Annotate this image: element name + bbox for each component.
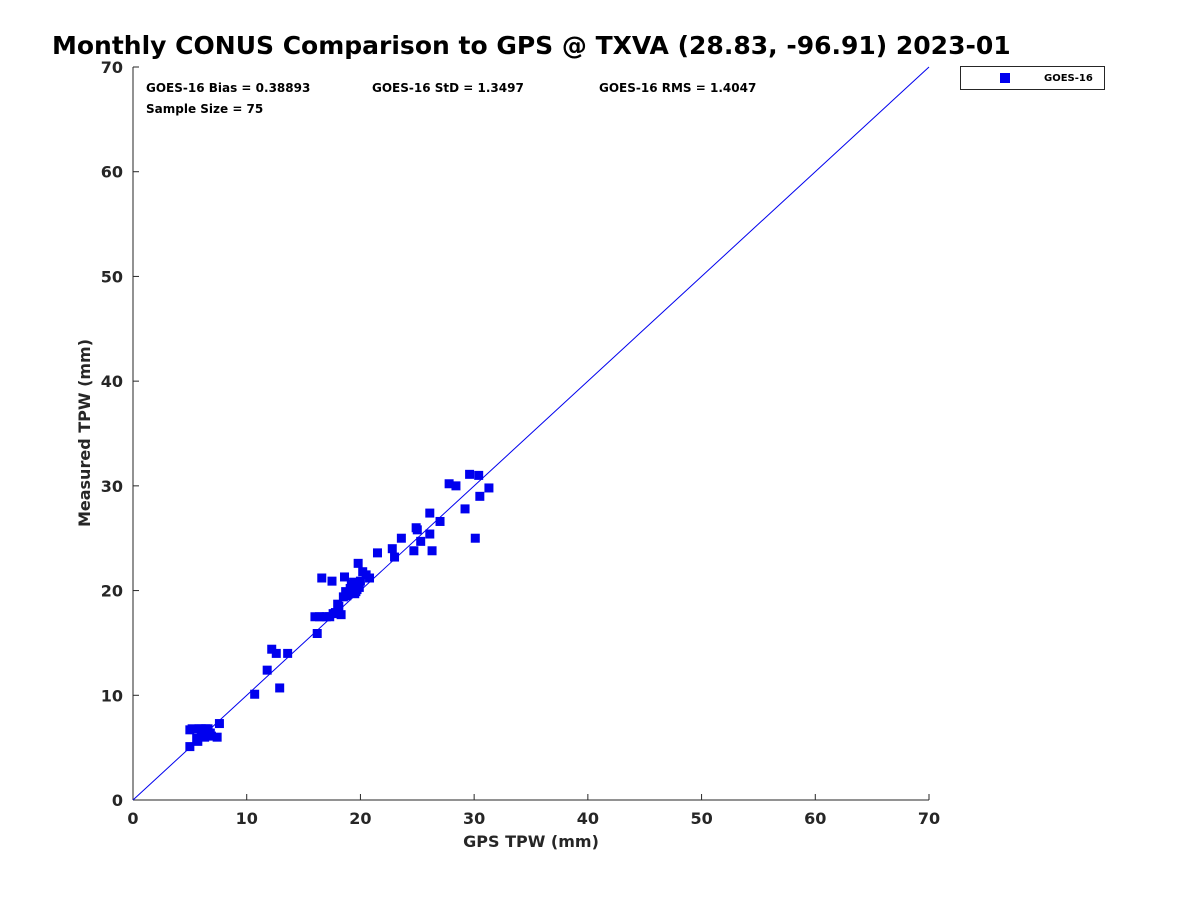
data-point xyxy=(336,610,346,620)
data-point xyxy=(317,573,327,583)
data-point xyxy=(470,533,480,543)
data-point xyxy=(425,529,435,539)
data-point xyxy=(435,516,445,526)
x-axis-ticks: 0 10 20 30 40 50 60 70 xyxy=(127,794,940,828)
x-tick-label: 60 xyxy=(804,809,826,828)
x-axis-label: GPS TPW (mm) xyxy=(463,832,599,851)
legend: GOES-16 xyxy=(960,66,1105,90)
data-point xyxy=(409,546,419,556)
plot-area xyxy=(132,67,929,801)
data-point xyxy=(340,572,350,582)
data-point xyxy=(271,648,281,658)
legend-label-goes-16: GOES-16 xyxy=(1044,73,1093,84)
y-tick-label: 40 xyxy=(101,372,123,391)
y-tick-label: 30 xyxy=(101,477,123,496)
data-point xyxy=(354,582,364,592)
data-point xyxy=(193,736,203,746)
data-point xyxy=(185,742,195,752)
legend-marker-goes-16 xyxy=(1000,73,1010,83)
sample-size-stat: Sample Size = 75 xyxy=(146,102,263,116)
data-point xyxy=(353,558,363,568)
data-point xyxy=(484,483,494,493)
chart-title: Monthly CONUS Comparison to GPS @ TXVA (… xyxy=(52,31,1011,60)
data-point xyxy=(262,665,272,675)
y-tick-label: 50 xyxy=(101,267,123,286)
data-point xyxy=(250,689,260,699)
data-point xyxy=(465,469,475,479)
data-point xyxy=(460,504,470,514)
x-tick-label: 30 xyxy=(463,809,485,828)
data-point xyxy=(412,525,422,535)
one-to-one-reference-line xyxy=(132,66,930,801)
x-tick-label: 50 xyxy=(690,809,712,828)
data-point xyxy=(372,548,382,558)
y-tick-label: 60 xyxy=(101,163,123,182)
x-tick-label: 40 xyxy=(577,809,599,828)
y-tick-label: 10 xyxy=(101,686,123,705)
x-tick-label: 20 xyxy=(349,809,371,828)
x-tick-label: 10 xyxy=(236,809,258,828)
x-tick-label: 70 xyxy=(918,809,940,828)
data-point xyxy=(451,481,461,491)
data-point xyxy=(425,508,435,518)
y-tick-label: 0 xyxy=(112,791,123,810)
rms-stat: GOES-16 RMS = 1.4047 xyxy=(599,81,756,95)
data-point xyxy=(334,601,344,611)
data-point xyxy=(212,732,222,742)
data-point xyxy=(206,731,216,741)
data-point xyxy=(474,470,484,480)
data-point xyxy=(444,479,454,489)
data-point xyxy=(327,576,337,586)
data-point xyxy=(312,629,322,639)
data-point xyxy=(310,612,320,622)
legend-box xyxy=(960,66,1105,90)
bias-stat: GOES-16 Bias = 0.38893 xyxy=(146,81,310,95)
data-point xyxy=(314,612,324,622)
data-point xyxy=(267,644,277,654)
x-tick-label: 0 xyxy=(127,809,138,828)
data-point xyxy=(355,576,365,586)
data-point xyxy=(187,724,197,734)
data-point xyxy=(475,491,485,501)
data-point xyxy=(390,552,400,562)
data-point xyxy=(427,546,437,556)
data-point xyxy=(347,581,357,591)
data-point xyxy=(341,587,351,597)
data-point xyxy=(283,648,293,658)
y-axis-ticks: 0 10 20 30 40 50 60 70 xyxy=(101,58,139,810)
data-points xyxy=(185,469,494,752)
std-stat: GOES-16 StD = 1.3497 xyxy=(372,81,524,95)
y-tick-label: 70 xyxy=(101,58,123,77)
data-point xyxy=(365,573,375,583)
data-point xyxy=(275,683,285,693)
data-point xyxy=(387,544,397,554)
data-point xyxy=(416,536,426,546)
data-point xyxy=(214,719,224,729)
data-point xyxy=(330,608,340,618)
y-axis-label: Measured TPW (mm) xyxy=(75,339,94,527)
y-tick-label: 20 xyxy=(101,582,123,601)
data-point xyxy=(396,533,406,543)
